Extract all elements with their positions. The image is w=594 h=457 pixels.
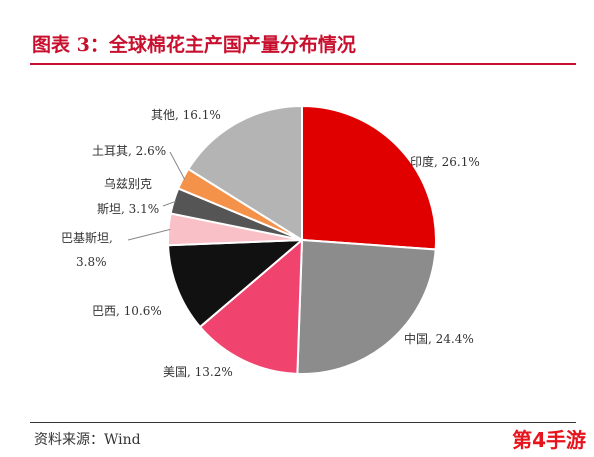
pie-slice-1 [296,238,437,375]
slice-label-china: 中国, 24.4% [404,331,474,346]
title-rule [30,63,576,65]
chart-title: 图表 3：全球棉花主产国产量分布情况 [32,34,356,56]
slice-label-india: 印度, 26.1% [410,154,480,169]
pie-slice-3 [167,238,305,329]
leader-line-4 [127,228,171,241]
slice-label-turkey: 土耳其, 2.6% [92,144,166,158]
pie-slices [167,104,437,375]
slice-label-pakistan-line2: 3.8% [76,255,107,269]
slice-label-pakistan-line1: 巴基斯坦, [61,231,113,245]
leader-line-6 [169,151,186,180]
watermark-logo: 第4手游 [512,428,586,452]
slice-label-usa: 美国, 13.2% [163,365,233,379]
leader-lines [127,151,186,241]
slice-label-other: 其他, 16.1% [151,108,221,122]
pie-slice-0 [301,104,437,251]
leader-line-5 [162,200,176,207]
source-rule [30,422,576,423]
source-note: 资料来源：Wind [34,432,141,448]
slice-label-uzbekistan-line2: 斯坦, 3.1% [97,202,159,216]
slice-label-brazil: 巴西, 10.6% [92,304,162,318]
pie-slice-7 [186,104,303,242]
pie-slice-2 [198,237,304,375]
slice-label-uzbekistan-line1: 乌兹别克 [104,176,152,191]
